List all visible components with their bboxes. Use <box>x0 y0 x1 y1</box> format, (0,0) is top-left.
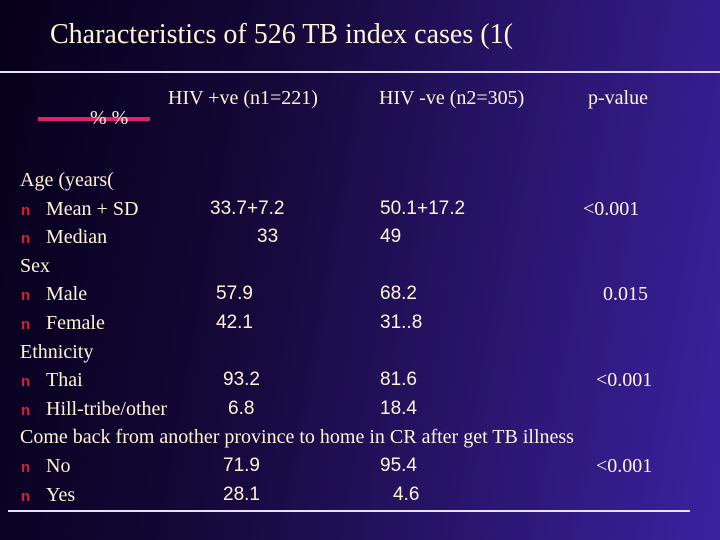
accent-rule <box>38 117 150 121</box>
bullet: n <box>21 316 31 333</box>
cell: <0.001 <box>596 369 653 392</box>
column-header: HIV -ve (n2=305) <box>379 87 525 109</box>
cell: 95.4 <box>380 455 417 476</box>
cell: <0.001 <box>583 197 640 220</box>
cell: 0.015 <box>603 283 648 306</box>
section-label: Sex <box>20 254 50 277</box>
section-label: Come back from another province to home … <box>20 426 574 449</box>
row-label: Yes <box>46 483 76 506</box>
cell: 18.4 <box>380 397 417 419</box>
bullet: n <box>21 459 31 476</box>
unit-label: % % <box>90 107 129 129</box>
cell: 57.9 <box>216 283 253 305</box>
section-label: Ethnicity <box>20 340 94 363</box>
cell: 93.2 <box>223 369 260 391</box>
bullet: n <box>21 401 31 419</box>
bullet: n <box>21 487 31 505</box>
column-header: HIV +ve (n1=221) <box>168 87 318 109</box>
cell: 68.2 <box>380 283 417 305</box>
cell: 4.6 <box>393 483 420 505</box>
row-label: Male <box>46 283 88 306</box>
row-label: Hill-tribe/other <box>46 397 168 420</box>
row-label: No <box>46 455 71 477</box>
cell: <0.001 <box>596 455 653 477</box>
bullet: n <box>21 287 31 305</box>
cell: 42.1 <box>216 312 253 333</box>
row-label: Median <box>46 226 108 249</box>
cell: 49 <box>380 226 402 248</box>
column-header: p-value <box>588 87 648 109</box>
bullet: n <box>21 373 31 391</box>
bullet: n <box>21 201 31 219</box>
cell: 31..8 <box>380 312 423 333</box>
title: Characteristics of 526 TB index cases (1… <box>50 19 513 50</box>
cell: 33 <box>257 226 279 248</box>
cell: 33.7+7.2 <box>210 197 285 219</box>
cell: 28.1 <box>223 483 260 505</box>
row-label: Female <box>46 312 105 334</box>
cell: 71.9 <box>223 455 260 476</box>
cell: 6.8 <box>228 397 255 419</box>
bullet: n <box>21 230 31 248</box>
row-label: Thai <box>46 369 83 392</box>
header-rule <box>0 71 720 73</box>
row-label: Mean + SD <box>46 197 139 220</box>
cell: 50.1+17.2 <box>380 197 466 219</box>
section-label: Age (years( <box>20 169 114 191</box>
footer-rule <box>8 510 690 512</box>
cell: 81.6 <box>380 369 417 391</box>
